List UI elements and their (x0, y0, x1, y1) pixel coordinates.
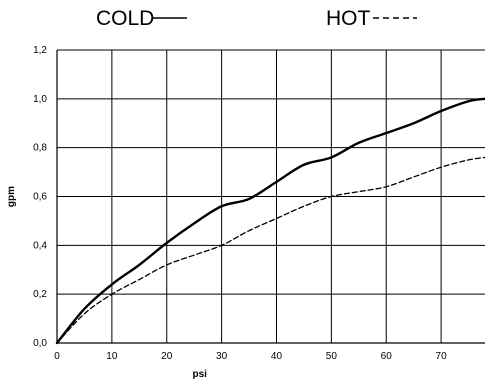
legend-label-cold: COLD (96, 7, 155, 30)
y-axis-label: gpm (6, 186, 17, 207)
y-tick-label: 0,0 (33, 338, 47, 349)
x-tick-label: 20 (161, 351, 173, 362)
y-tick-label: 1,0 (33, 94, 47, 105)
x-tick-label: 30 (216, 351, 228, 362)
series-line-hot (56, 156, 485, 344)
y-tick-label: 0,4 (33, 240, 47, 251)
series-line-cold (55, 97, 485, 345)
legend-label-hot: HOT (326, 7, 371, 30)
x-tick-label: 0 (54, 351, 60, 362)
x-axis-label: psi (192, 369, 207, 380)
y-tick-label: 0,8 (33, 143, 47, 154)
y-tick-label: 1,2 (33, 45, 47, 56)
y-tick-label: 0,6 (33, 192, 47, 203)
x-tick-label: 10 (106, 351, 118, 362)
x-tick-label: 40 (271, 351, 283, 362)
x-tick-label: 50 (326, 351, 338, 362)
y-tick-label: 0,2 (33, 289, 47, 300)
tick-labels: 0,0 0,2 0,4 0,6 0,8 1,0 1,2 0 10 20 30 40 50 60 70 (33, 45, 447, 362)
axes (56, 50, 485, 344)
grid (56, 49, 485, 344)
series (55, 97, 485, 345)
x-tick-label: 70 (436, 351, 448, 362)
x-tick-label: 60 (381, 351, 393, 362)
